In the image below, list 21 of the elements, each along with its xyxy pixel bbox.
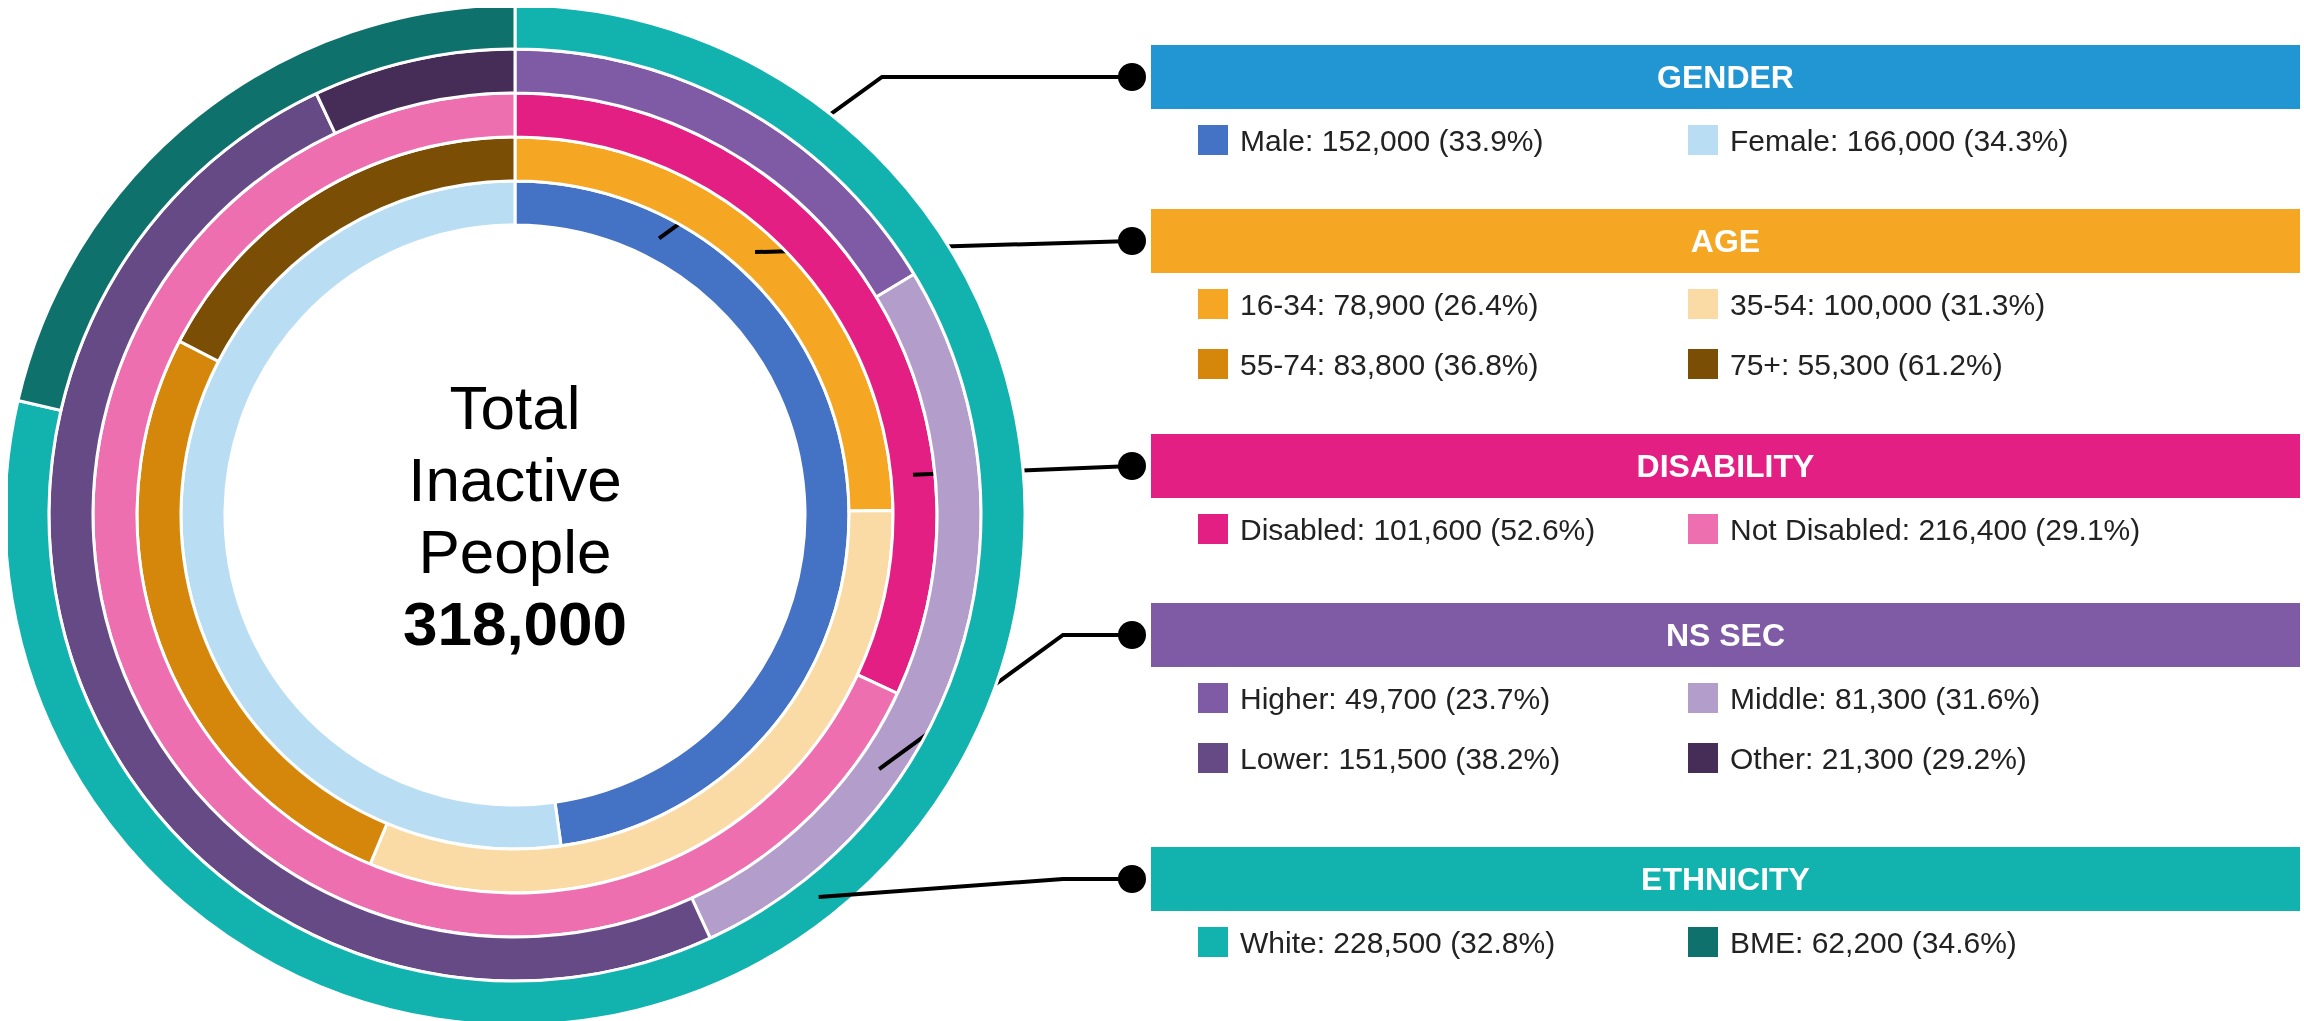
legend-label: Disabled: 101,600 (52.6%) bbox=[1240, 512, 1596, 546]
text: Total Inactive People bbox=[408, 372, 622, 586]
legend-label: Other: 21,300 (29.2%) bbox=[1730, 741, 2027, 775]
legend-label: 75+: 55,300 (61.2%) bbox=[1730, 347, 2003, 381]
legend-label: Lower: 151,500 (38.2%) bbox=[1240, 741, 1561, 775]
legend-label: White: 228,500 (32.8%) bbox=[1240, 925, 1556, 959]
text: 318,000 bbox=[402, 588, 628, 658]
legend-label: 35-54: 100,000 (31.3%) bbox=[1730, 287, 2046, 321]
legend-label: BME: 62,200 (34.6%) bbox=[1730, 925, 2017, 959]
text: NS SEC bbox=[1665, 617, 1786, 654]
chart-title: GENDER bbox=[1657, 59, 1794, 96]
legend-label: 16-34: 78,900 (26.4%) bbox=[1240, 287, 1539, 321]
text: AGE bbox=[1690, 223, 1761, 260]
legend-label: Middle: 81,300 (31.6%) bbox=[1730, 681, 2041, 715]
legend-label: Female: 166,000 (34.3%) bbox=[1730, 123, 2069, 157]
legend-label: Not Disabled: 216,400 (29.1%) bbox=[1730, 512, 2141, 546]
legend-label: Higher: 49,700 (23.7%) bbox=[1240, 681, 1551, 715]
text: DISABILITY bbox=[1636, 448, 1815, 485]
legend-label: Male: 152,000 (33.9%) bbox=[1240, 123, 1544, 157]
text: ETHNICITY bbox=[1641, 861, 1810, 898]
legend-label: 55-74: 83,800 (36.8%) bbox=[1240, 347, 1539, 381]
